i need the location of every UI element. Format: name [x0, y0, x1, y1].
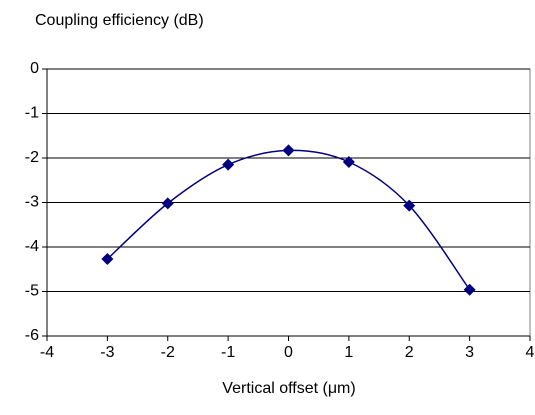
series-line	[106, 149, 471, 291]
y-tick-label: -2	[25, 149, 39, 166]
x-tick-label: 2	[405, 344, 414, 361]
y-tick-label: -5	[25, 283, 39, 300]
x-tick-label: -3	[100, 344, 114, 361]
y-tick-label: -4	[25, 238, 39, 255]
x-tick-label: -2	[161, 344, 175, 361]
x-tick-label: 0	[284, 344, 293, 361]
point-marker	[463, 283, 476, 296]
y-tick-label: -3	[25, 194, 39, 211]
y-tick-label: 0	[30, 60, 39, 77]
point-marker	[342, 156, 355, 169]
point-marker	[403, 199, 416, 212]
x-tick-label: 4	[526, 344, 535, 361]
chart-title: Coupling efficiency (dB)	[35, 12, 204, 29]
point-marker	[222, 158, 235, 171]
y-tick-label: -6	[25, 327, 39, 344]
x-axis-label: Vertical offset (μm)	[222, 380, 355, 397]
point-marker	[161, 197, 174, 210]
x-tick-label: -4	[40, 344, 54, 361]
y-tick-label: -1	[25, 105, 39, 122]
point-marker	[101, 253, 114, 266]
x-tick-label: -1	[221, 344, 235, 361]
x-tick-label: 3	[465, 344, 474, 361]
x-tick-label: 1	[344, 344, 353, 361]
point-marker	[282, 144, 295, 157]
